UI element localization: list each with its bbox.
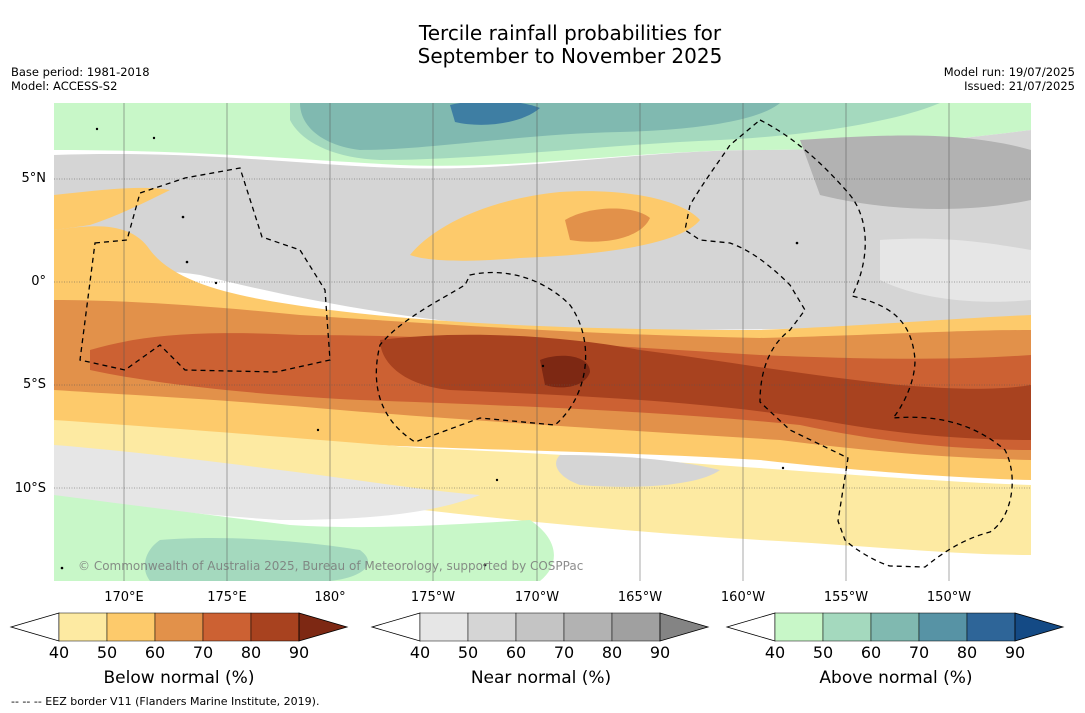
lon-label-150w: 150°W <box>926 590 972 605</box>
eez-kiribati-gilbert <box>79 167 331 373</box>
colorbar-near-swatch <box>563 612 613 642</box>
near-tick-70: 70 <box>553 643 575 662</box>
model-run: Model run: 19/07/2025 <box>943 65 1075 79</box>
below-normal-west-north <box>54 187 170 230</box>
eez-line-islands <box>684 119 1013 568</box>
below-tick-90: 90 <box>288 643 310 662</box>
below-normal-south <box>54 420 1031 555</box>
near-tick-90: 90 <box>649 643 671 662</box>
colorbar-below-swatch <box>106 612 156 642</box>
model-name: Model: ACCESS-S2 <box>11 79 118 93</box>
below-tick-40: 40 <box>48 643 70 662</box>
map-title: Tercile rainfall probabilities for Septe… <box>0 22 1085 68</box>
near-tick-40: 40 <box>409 643 431 662</box>
below-tick-70: 70 <box>192 643 214 662</box>
above-tick-70: 70 <box>908 643 930 662</box>
lat-label-5n: 5°N <box>21 171 47 186</box>
above-normal-north-peak <box>300 103 780 150</box>
lat-label-10s: 10°S <box>14 481 46 496</box>
colorbar-near-swatch <box>611 612 661 642</box>
colorbar-above-title: Above normal (%) <box>819 668 973 688</box>
colorbar-above-low-extend <box>725 612 776 642</box>
above-normal-south-core <box>144 538 369 581</box>
lon-label-175e: 175°E <box>207 590 247 605</box>
colorbar-above-swatch <box>966 612 1016 642</box>
near-normal-north-2 <box>800 135 1031 210</box>
colorbar-below-high-extend <box>298 612 349 642</box>
colorbar-above-high-extend <box>1014 612 1065 642</box>
below-tick-60: 60 <box>144 643 166 662</box>
rainfall-map <box>54 103 1031 581</box>
eez-legend-note: -- -- -- EEZ border V11 (Flanders Marine… <box>11 695 320 708</box>
colorbar-near-swatch <box>467 612 517 642</box>
lon-label-170w: 170°W <box>514 590 560 605</box>
map-fill <box>54 103 1031 581</box>
colorbar-below-swatch <box>154 612 204 642</box>
colorbar-near-title: Near normal (%) <box>470 668 612 688</box>
copyright-note: © Commonwealth of Australia 2025, Bureau… <box>78 559 584 573</box>
colorbar-below-swatch <box>58 612 108 642</box>
meta-right: Model run: 19/07/2025 Issued: 21/07/2025 <box>944 65 1075 93</box>
colorbar-above <box>725 612 1065 642</box>
colorbar-below <box>9 612 349 642</box>
below-tick-50: 50 <box>96 643 118 662</box>
below-normal-equatorial-patch <box>410 191 700 261</box>
colorbar-below-title: Below normal (%) <box>103 668 255 688</box>
colorbar-above-swatch <box>870 612 920 642</box>
lon-label-155w: 155°W <box>823 590 869 605</box>
colorbar-near-low-extend <box>370 612 421 642</box>
colorbar-near <box>370 612 710 642</box>
colorbar-above-swatch <box>822 612 872 642</box>
colorbar-near-high-extend <box>659 612 710 642</box>
eez-borders <box>79 119 1013 568</box>
islands <box>60 127 799 570</box>
near-tick-50: 50 <box>457 643 479 662</box>
colorbar-below-swatch <box>250 612 300 642</box>
above-tick-40: 40 <box>764 643 786 662</box>
graticule <box>54 178 1031 489</box>
colorbar-above-swatch <box>774 612 824 642</box>
above-normal-north-max <box>450 103 540 125</box>
base-period: Base period: 1981-2018 <box>11 65 150 79</box>
near-tick-80: 80 <box>601 643 623 662</box>
near-normal-east <box>880 238 1031 302</box>
lat-label-0: 0° <box>31 274 46 289</box>
lon-label-180: 180° <box>314 590 346 605</box>
colorbar-below-low-extend <box>9 612 60 642</box>
above-tick-60: 60 <box>860 643 882 662</box>
below-normal-band-90 <box>540 355 590 388</box>
lon-label-175w: 175°W <box>410 590 456 605</box>
colorbar-below-swatch <box>202 612 252 642</box>
eez-phoenix <box>375 271 587 443</box>
meridians <box>123 103 950 581</box>
below-tick-80: 80 <box>240 643 262 662</box>
issued-date: Issued: 21/07/2025 <box>964 79 1075 93</box>
near-tick-60: 60 <box>505 643 527 662</box>
above-tick-80: 80 <box>956 643 978 662</box>
lon-label-160w: 160°W <box>720 590 766 605</box>
above-tick-50: 50 <box>812 643 834 662</box>
lat-label-5s: 5°S <box>22 377 46 392</box>
below-normal-equatorial-peak <box>565 208 650 242</box>
meta-left: Base period: 1981-2018 Model: ACCESS-S2 <box>11 65 150 93</box>
colorbar-above-swatch <box>918 612 968 642</box>
colorbars <box>9 612 1065 642</box>
lon-label-165w: 165°W <box>617 590 663 605</box>
colorbar-near-swatch <box>515 612 565 642</box>
near-normal-south-east <box>556 455 720 487</box>
colorbar-near-swatch <box>419 612 469 642</box>
lon-label-170e: 170°E <box>104 590 144 605</box>
title-line-2: September to November 2025 <box>417 44 723 68</box>
title-line-1: Tercile rainfall probabilities for <box>418 21 722 45</box>
near-normal-south <box>54 445 480 520</box>
above-tick-90: 90 <box>1004 643 1026 662</box>
